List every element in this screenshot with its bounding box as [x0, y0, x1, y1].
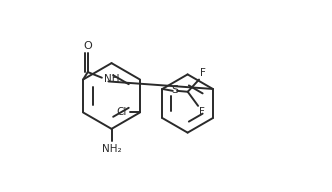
Text: NH₂: NH₂	[102, 144, 121, 154]
Text: O: O	[83, 41, 92, 51]
Text: Cl: Cl	[117, 108, 127, 118]
Text: F: F	[200, 68, 206, 78]
Text: F: F	[199, 107, 205, 117]
Text: NH: NH	[104, 74, 119, 84]
Text: S: S	[171, 85, 178, 95]
